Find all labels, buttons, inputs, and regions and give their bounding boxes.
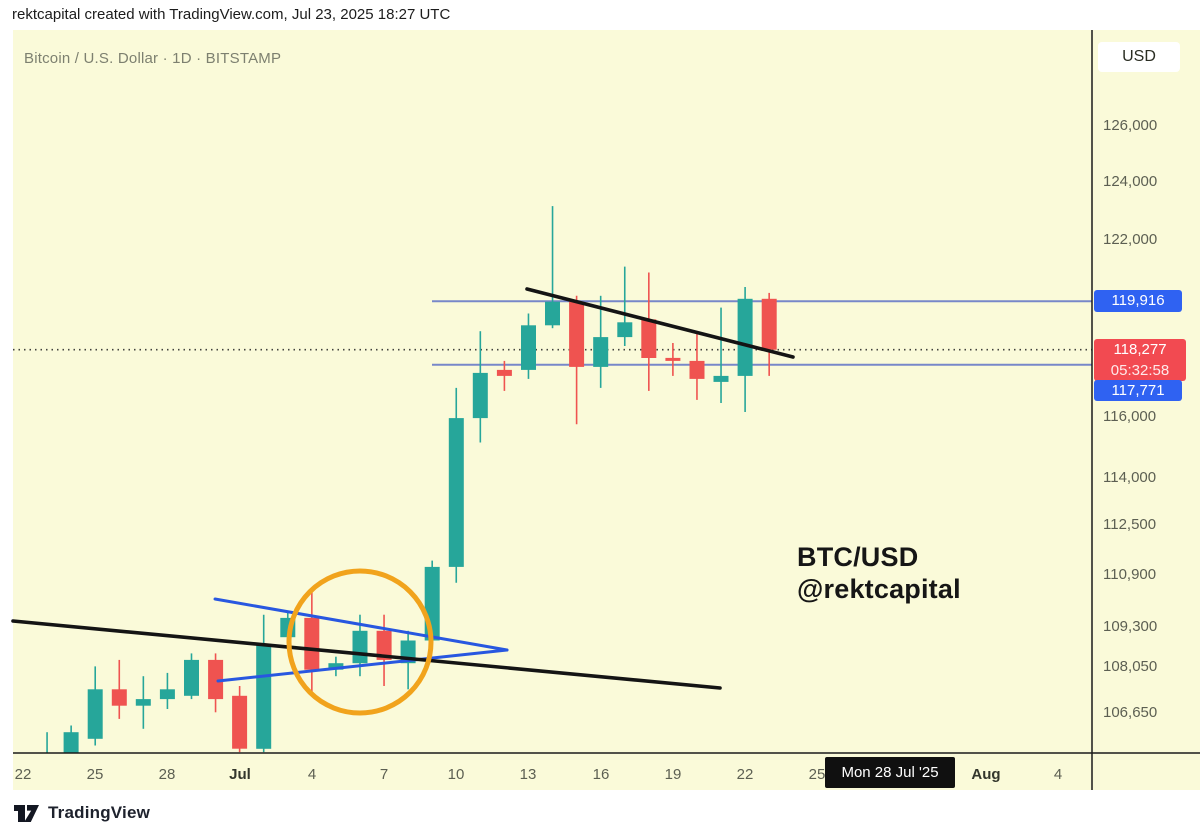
watermark-handle: @rektcapital xyxy=(797,573,961,604)
candle-2025-07-02 xyxy=(256,614,272,753)
candle-2025-07-10 xyxy=(448,387,464,583)
candle-2025-07-15 xyxy=(569,295,585,425)
candle-2025-07-20 xyxy=(689,334,705,400)
candle-2025-06-25 xyxy=(87,666,103,746)
candle-2025-06-26 xyxy=(111,659,127,719)
time-tick-label: 7 xyxy=(379,766,389,783)
price-badge-current: 118,277 05:32:58 xyxy=(1094,339,1186,381)
candle-2025-07-12 xyxy=(496,360,512,391)
candle-2025-07-05 xyxy=(328,656,344,677)
time-tick-label: 10 xyxy=(447,766,465,783)
candle-2025-07-16 xyxy=(593,295,609,388)
time-tick-label: 13 xyxy=(519,766,537,783)
candle-2025-06-24 xyxy=(63,725,79,753)
price-tick-label: 122,000 xyxy=(1103,231,1158,248)
candle-2025-06-28 xyxy=(159,672,175,709)
price-tick-label: 109,300 xyxy=(1103,618,1158,635)
price-badge-resistance: 119,916 xyxy=(1094,290,1182,312)
candle-countdown: 05:32:58 xyxy=(1110,362,1170,379)
time-tick-label: 4 xyxy=(1053,766,1063,783)
chart-canvas[interactable] xyxy=(0,30,1200,790)
time-tick-label: 25 xyxy=(808,766,826,783)
candle-2025-07-23 xyxy=(761,292,777,376)
price-tick-label: 108,050 xyxy=(1103,658,1158,675)
tradingview-brand[interactable]: TradingView xyxy=(48,803,151,822)
downtrend-line-july[interactable] xyxy=(525,287,795,359)
candle-2025-07-14 xyxy=(545,206,560,329)
watermark: BTC/USD @rektcapital xyxy=(797,542,961,605)
candle-2025-07-19 xyxy=(665,343,681,376)
candle-2025-06-30 xyxy=(208,653,224,713)
candle-2025-07-04 xyxy=(304,589,320,693)
time-tick-label: 4 xyxy=(307,766,317,783)
time-tick-label: 22 xyxy=(736,766,754,783)
watermark-symbol: BTC/USD xyxy=(797,542,919,572)
pennant-upper-line[interactable] xyxy=(213,597,509,652)
candle-2025-07-18 xyxy=(641,272,657,391)
candle-2025-07-22 xyxy=(737,287,753,412)
pennant-lower-line[interactable] xyxy=(216,648,509,683)
time-tick-label: 28 xyxy=(158,766,176,783)
crosshair-date-badge: Mon 28 Jul '25 xyxy=(825,757,955,788)
highlight-circle[interactable] xyxy=(286,568,434,716)
support-price-label: 117,771 xyxy=(1111,382,1165,399)
chart-pane[interactable]: Bitcoin / U.S. Dollar · 1D · BITSTAMP US… xyxy=(0,30,1200,790)
price-tick-label: 116,000 xyxy=(1103,408,1157,425)
price-tick-label: 114,000 xyxy=(1103,469,1157,486)
currency-scale-button[interactable]: USD xyxy=(1098,42,1180,72)
time-tick-label: 25 xyxy=(86,766,104,783)
time-tick-label: 19 xyxy=(664,766,682,783)
price-tick-label: 112,500 xyxy=(1103,516,1157,533)
time-tick-label: Jul xyxy=(229,766,251,783)
candle-2025-07-17 xyxy=(617,266,633,346)
candle-2025-07-13 xyxy=(521,313,536,379)
time-tick-label: 22 xyxy=(14,766,32,783)
symbol-title: Bitcoin / U.S. Dollar · 1D · BITSTAMP xyxy=(24,50,282,67)
downtrend-line-june[interactable] xyxy=(11,619,722,690)
resistance-price-label: 119,916 xyxy=(1111,292,1165,309)
candle-2025-06-29 xyxy=(184,653,199,700)
price-tick-label: 110,900 xyxy=(1103,566,1157,583)
left-margin xyxy=(0,30,13,790)
footer-bar: TradingView xyxy=(0,790,1200,836)
price-tick-label: 106,650 xyxy=(1103,704,1158,721)
candle-2025-07-01 xyxy=(232,686,248,753)
current-price-label: 118,277 xyxy=(1113,341,1167,358)
candle-2025-07-11 xyxy=(472,331,488,443)
candle-2025-07-07 xyxy=(376,614,392,686)
candle-2025-07-21 xyxy=(713,307,729,403)
attribution-text: rektcapital created with TradingView.com… xyxy=(12,6,451,23)
candle-2025-06-27 xyxy=(135,676,151,729)
tradingview-logo-icon[interactable] xyxy=(13,802,40,825)
time-tick-label: Aug xyxy=(971,766,1001,783)
price-badge-support: 117,771 xyxy=(1094,380,1182,401)
price-tick-label: 126,000 xyxy=(1103,117,1158,134)
price-tick-label: 124,000 xyxy=(1103,173,1158,190)
attribution-bar: rektcapital created with TradingView.com… xyxy=(0,0,1200,30)
time-tick-label: 16 xyxy=(592,766,610,783)
